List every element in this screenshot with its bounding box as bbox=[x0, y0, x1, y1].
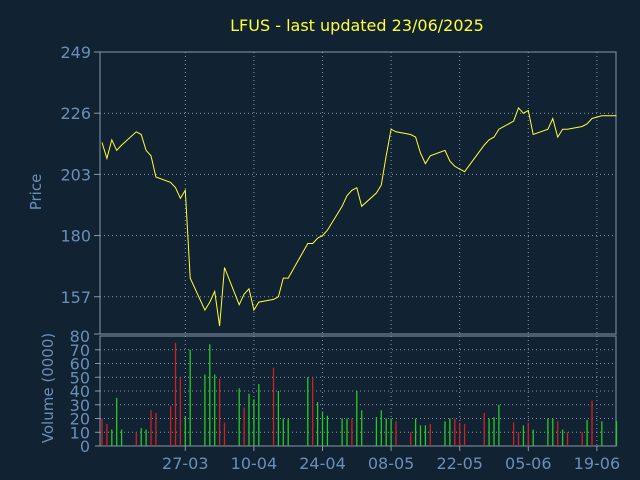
volume-tick-label: 60 bbox=[70, 355, 90, 374]
volume-plot-frame bbox=[99, 335, 617, 447]
volume-tick-label: 20 bbox=[70, 410, 90, 429]
x-tick-label: 27-03 bbox=[162, 454, 209, 473]
volume-tick-label: 30 bbox=[70, 396, 90, 415]
x-tick-label: 19-06 bbox=[574, 454, 621, 473]
price-axis-label: Price bbox=[27, 174, 45, 211]
volume-tick-label: 10 bbox=[70, 423, 90, 442]
volume-axis-label: Volume (0000) bbox=[39, 333, 57, 443]
price-tick-label: 226 bbox=[60, 104, 91, 123]
price-tick-label: 249 bbox=[60, 43, 91, 62]
price-tick-label: 203 bbox=[60, 165, 91, 184]
x-tick-label: 22-05 bbox=[436, 454, 483, 473]
price-panel: 249 226 203 180 157 bbox=[60, 43, 617, 335]
price-tick-label: 157 bbox=[60, 288, 91, 307]
price-plot-frame bbox=[99, 51, 617, 335]
chart-title: LFUS - last updated 23/06/2025 bbox=[230, 16, 484, 35]
price-line bbox=[101, 106, 617, 327]
x-tick-label: 08-05 bbox=[368, 454, 415, 473]
volume-tick-label: 70 bbox=[70, 341, 90, 360]
x-tick-label: 05-06 bbox=[505, 454, 552, 473]
x-tick-label: 24-04 bbox=[299, 454, 346, 473]
price-tick-label: 180 bbox=[60, 227, 91, 246]
volume-tick-label: 50 bbox=[70, 368, 90, 387]
volume-tick-label: 40 bbox=[70, 382, 90, 401]
price-axis-min-label: 80 bbox=[70, 327, 90, 346]
x-tick-label: 10-04 bbox=[231, 454, 278, 473]
volume-tick-label: 0 bbox=[80, 437, 90, 456]
